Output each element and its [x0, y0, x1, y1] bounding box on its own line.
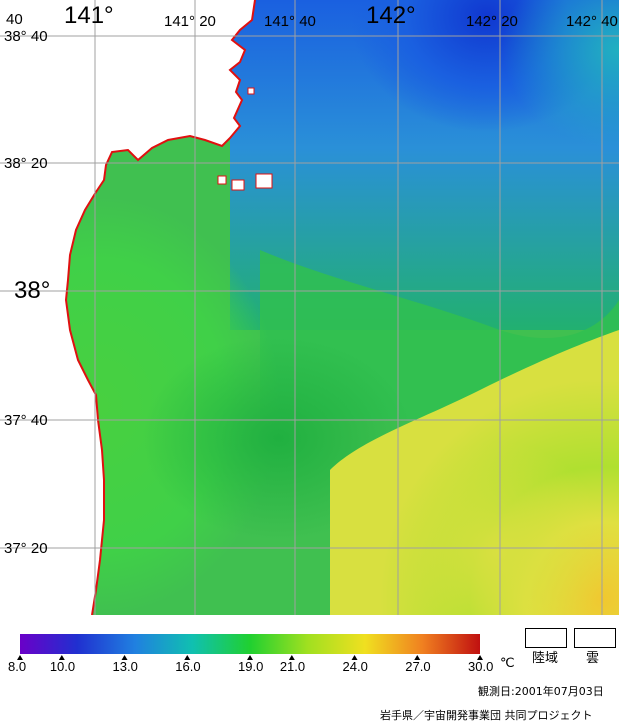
land-legend-label: 陸域: [532, 651, 559, 666]
credit-text: 岩手県／宇宙開発事業団 共同プロジェクト: [380, 709, 593, 722]
latitude-label: 37° 40: [4, 412, 48, 429]
longitude-label: 142° 40: [566, 13, 618, 30]
colorbar-tick-mark: [184, 655, 191, 660]
temperature-colorbar: [17, 634, 483, 660]
colorbar-tick-mark: [121, 655, 128, 660]
colorbar-gradient: [20, 634, 480, 654]
latitude-label: 38°: [14, 277, 51, 304]
colorbar-tick-mark: [351, 655, 358, 660]
graticule: [0, 0, 619, 615]
sst-map: [0, 0, 619, 615]
latitude-label: 38° 40: [4, 28, 48, 45]
longitude-label: 141° 40: [264, 13, 316, 30]
cloud-legend-label: 雲: [586, 651, 600, 666]
colorbar-tick-label: 8.0: [8, 659, 27, 674]
colorbar-tick-label: 16.0: [175, 659, 201, 674]
latitude-label: 37° 20: [4, 540, 48, 557]
colorbar-tick-mark: [288, 655, 295, 660]
longitude-label: 142° 20: [466, 13, 518, 30]
temperature-unit: ℃: [500, 655, 515, 670]
land-swatch: [525, 628, 567, 648]
colorbar-tick-label: 24.0: [342, 659, 368, 674]
observation-date: 観測日:2001年07月03日: [478, 685, 604, 698]
colorbar-tick-mark: [414, 655, 421, 660]
colorbar-tick-label: 13.0: [112, 659, 138, 674]
warm-water-center: [300, 300, 619, 615]
corner-label: 40: [6, 11, 23, 28]
colorbar-tick-label: 19.0: [238, 659, 264, 674]
longitude-label: 142°: [366, 2, 416, 29]
latitude-label: 38° 20: [4, 155, 48, 172]
island: [255, 173, 273, 189]
island: [247, 87, 255, 95]
colorbar-tick-label: 30.0: [468, 659, 494, 674]
colorbar-tick-mark: [247, 655, 253, 660]
land-area: [0, 0, 255, 615]
colorbar-tick-mark: [58, 655, 65, 660]
longitude-label: 141° 20: [164, 13, 216, 30]
colorbar-tick-label: 21.0: [279, 659, 306, 674]
cloud-swatch: [574, 628, 616, 648]
island: [231, 179, 245, 191]
colorbar-tick-mark: [17, 655, 23, 660]
longitude-label: 141°: [64, 2, 114, 29]
colorbar-tick-label: 10.0: [49, 659, 76, 674]
coastline: [64, 0, 256, 615]
colorbar-tick-mark: [477, 655, 483, 660]
island: [217, 175, 227, 185]
colorbar-tick-label: 27.0: [405, 659, 431, 674]
